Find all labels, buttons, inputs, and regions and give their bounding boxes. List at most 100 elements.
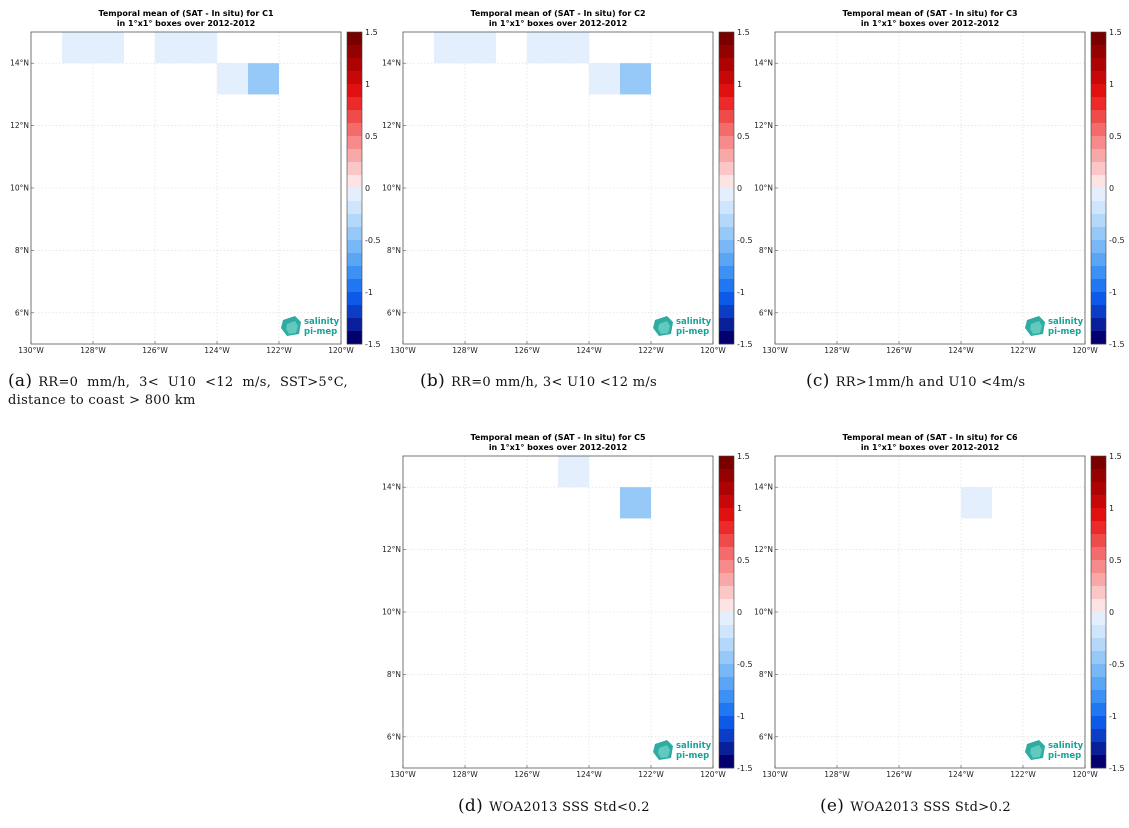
- y-tick-label: 12°N: [754, 121, 773, 130]
- colorbar-tick-label: 1: [1109, 504, 1114, 513]
- logo-line2: pi-mep: [1048, 327, 1081, 337]
- colorbar-tick-label: -1.5: [1109, 764, 1125, 773]
- colorbar-swatch: [1091, 586, 1106, 600]
- colorbar-swatch: [719, 58, 734, 72]
- colorbar-swatch: [1091, 331, 1106, 345]
- y-tick-label: 14°N: [754, 483, 773, 492]
- caption-b: (b) RR=0 mm/h, 3< U10 <12 m/s: [420, 372, 657, 392]
- colorbar-swatch: [1091, 638, 1106, 652]
- colorbar-swatch: [1091, 599, 1106, 613]
- x-tick-label: 124°W: [576, 770, 602, 779]
- colorbar-swatch: [347, 318, 362, 332]
- logo-glyph-inner-icon: [658, 321, 670, 334]
- heatmap-cell: [589, 63, 620, 95]
- caption-d-label: (d): [458, 796, 484, 816]
- colorbar-frame: [346, 31, 363, 345]
- chart-panel-c6: Temporal mean of (SAT - In situ) for C6 i…: [744, 428, 1125, 828]
- y-tick-label: 10°N: [754, 608, 773, 617]
- logo-line1: salinity: [1048, 317, 1084, 327]
- y-tick-label: 12°N: [382, 121, 401, 130]
- colorbar-swatch: [719, 331, 734, 345]
- heatmap-svg: Temporal mean of (SAT - In situ) for C5i…: [382, 433, 753, 779]
- colorbar-swatch: [1091, 58, 1106, 72]
- heatmap-cell: [155, 32, 186, 64]
- y-tick-label: 14°N: [382, 59, 401, 68]
- y-tick-label: 6°N: [387, 308, 401, 317]
- x-tick-label: 120°W: [700, 346, 726, 355]
- colorbar-swatch: [719, 175, 734, 189]
- x-tick-label: 130°W: [762, 346, 788, 355]
- colorbar-swatch: [1091, 534, 1106, 548]
- colorbar-swatch: [719, 318, 734, 332]
- colorbar-tick-label: 0.5: [365, 132, 378, 141]
- heatmap-svg: Temporal mean of (SAT - In situ) for C6i…: [754, 433, 1125, 779]
- colorbar-tick-label: 0.5: [1109, 556, 1122, 565]
- colorbar-tick-label: -1.5: [737, 764, 753, 773]
- logo-line1: salinity: [676, 317, 712, 327]
- chart-panel-c5: Temporal mean of (SAT - In situ) for C5 i…: [372, 428, 753, 828]
- colorbar-tick-label: -0.5: [737, 236, 753, 245]
- y-tick-label: 6°N: [759, 732, 773, 741]
- colorbar-swatch: [347, 214, 362, 228]
- colorbar-tick-label: 1: [737, 80, 742, 89]
- colorbar-tick-label: 1.5: [737, 28, 750, 37]
- colorbar-tick-label: -1.5: [365, 340, 381, 349]
- heatmap-cell: [620, 487, 651, 519]
- logo-line1: salinity: [676, 741, 712, 751]
- colorbar-swatch: [719, 690, 734, 704]
- y-tick-label: 10°N: [10, 184, 29, 193]
- x-tick-label: 122°W: [638, 770, 664, 779]
- x-tick-label: 130°W: [390, 346, 416, 355]
- colorbar-tick-label: 1.5: [1109, 28, 1122, 37]
- colorbar-frame: [1090, 455, 1107, 769]
- x-tick-label: 126°W: [514, 346, 540, 355]
- colorbar-tick-label: 0.5: [1109, 132, 1122, 141]
- colorbar-swatch: [347, 292, 362, 306]
- colorbar-swatch: [719, 638, 734, 652]
- colorbar-swatch: [1091, 32, 1106, 46]
- colorbar-swatch: [1091, 495, 1106, 509]
- logo-line2: pi-mep: [676, 751, 709, 761]
- colorbar-swatch: [347, 227, 362, 241]
- logo-glyph-inner-icon: [1030, 745, 1042, 758]
- x-tick-label: 122°W: [266, 346, 292, 355]
- heatmap-cell: [620, 63, 651, 95]
- colorbar-tick-label: -1: [1109, 288, 1117, 297]
- chart-title: Temporal mean of (SAT - In situ) for C2: [470, 9, 645, 18]
- colorbar-tick-label: -0.5: [365, 236, 381, 245]
- y-tick-label: 14°N: [382, 483, 401, 492]
- colorbar-swatch: [1091, 136, 1106, 150]
- y-tick-label: 10°N: [382, 184, 401, 193]
- colorbar-swatch: [1091, 227, 1106, 241]
- caption-e-text: WOA2013 SSS Std>0.2: [850, 800, 1011, 815]
- colorbar-swatch: [347, 279, 362, 293]
- colorbar-swatch: [347, 266, 362, 280]
- chart-title: Temporal mean of (SAT - In situ) for C3: [842, 9, 1017, 18]
- colorbar-tick-label: 1: [365, 80, 370, 89]
- y-tick-label: 8°N: [759, 246, 773, 255]
- colorbar-swatch: [1091, 521, 1106, 535]
- colorbar-swatch: [347, 110, 362, 124]
- colorbar-swatch: [1091, 612, 1106, 626]
- colorbar-swatch: [1091, 560, 1106, 574]
- logo-line2: pi-mep: [676, 327, 709, 337]
- colorbar-swatch: [1091, 755, 1106, 769]
- colorbar-tick-label: 1.5: [365, 28, 378, 37]
- colorbar-swatch: [719, 586, 734, 600]
- logo-line2: pi-mep: [1048, 751, 1081, 761]
- colorbar-tick-label: -1.5: [737, 340, 753, 349]
- colorbar-swatch: [719, 755, 734, 769]
- colorbar-swatch: [719, 149, 734, 163]
- x-tick-label: 130°W: [762, 770, 788, 779]
- chart-subtitle: in 1°x1° boxes over 2012-2012: [117, 19, 255, 28]
- x-tick-label: 128°W: [452, 770, 478, 779]
- colorbar-swatch: [347, 71, 362, 85]
- colorbar-swatch: [1091, 253, 1106, 267]
- colorbar-swatch: [719, 547, 734, 561]
- colorbar-swatch: [347, 58, 362, 72]
